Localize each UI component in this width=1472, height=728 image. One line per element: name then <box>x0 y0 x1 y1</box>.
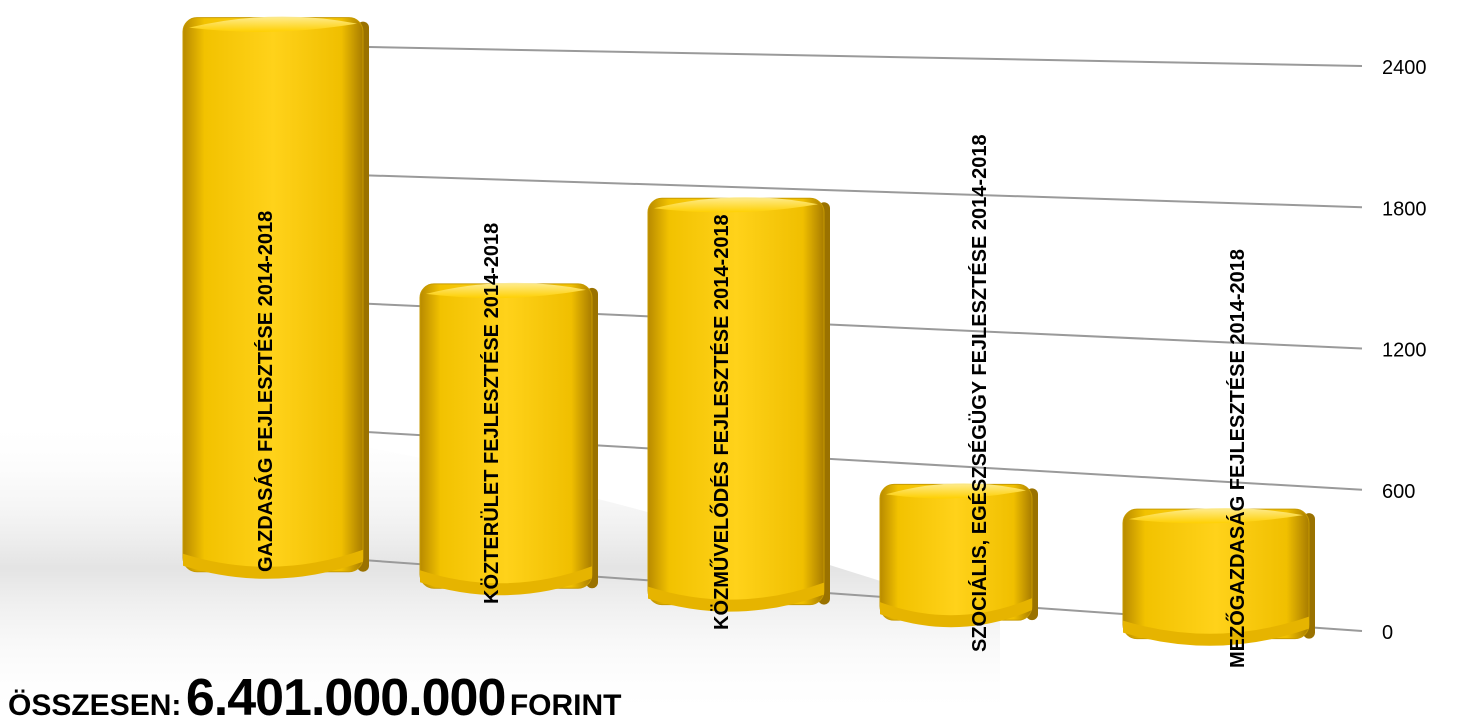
category-label: GAZDASÁG FEJLESZTÉSE 2014-2018 <box>254 211 277 572</box>
gridline <box>199 42 1363 68</box>
bar <box>879 483 1038 628</box>
category-label: KÖZTERÜLET FEJLESZTÉSE 2014-2018 <box>480 223 503 604</box>
y-tick-label: 1200 <box>1382 340 1427 362</box>
y-tick-label: 1800 <box>1382 198 1427 220</box>
bar <box>419 282 598 596</box>
gridline <box>199 168 1363 209</box>
bars <box>182 16 1315 646</box>
category-label: SZOCIÁLIS, EGÉSZSÉGÜGY FEJLESZTÉSE 2014-… <box>968 134 991 652</box>
total-label: ÖSSZESEN: <box>8 689 182 722</box>
bar <box>1122 508 1315 646</box>
y-tick-label: 2400 <box>1382 57 1427 79</box>
bar <box>647 197 830 612</box>
category-label: KÖZMŰVELŐDÉS FEJLESZTÉSE 2014-2018 <box>710 214 733 630</box>
y-tick-label: 0 <box>1382 622 1393 644</box>
category-label: MEZŐGAZDASÁG FEJLESZTÉSE 2014-2018 <box>1226 249 1249 668</box>
bar <box>182 16 369 579</box>
total-amount: ÖSSZESEN: 6.401.000.000 FORINT <box>8 668 621 728</box>
y-axis-ticks: 0 600 1200 1800 2400 <box>1382 57 1427 644</box>
category-labels: GAZDASÁG FEJLESZTÉSE 2014-2018 KÖZTERÜLET… <box>254 134 1249 668</box>
y-tick-label: 600 <box>1382 481 1415 503</box>
total-number: 6.401.000.000 <box>185 669 507 727</box>
total-unit: FORINT <box>509 689 622 722</box>
